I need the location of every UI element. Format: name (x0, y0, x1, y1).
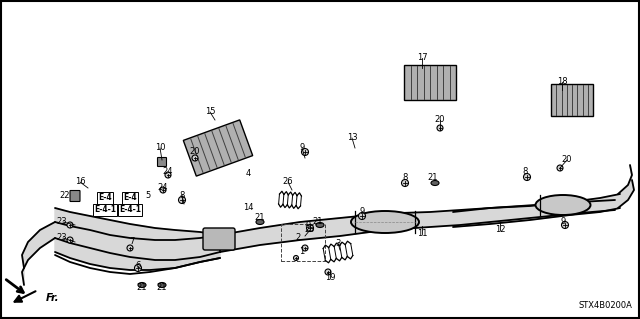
Text: 14: 14 (243, 204, 253, 212)
Text: 26: 26 (283, 177, 293, 187)
Circle shape (165, 172, 171, 178)
Text: 8: 8 (522, 167, 528, 176)
Circle shape (437, 125, 443, 131)
Polygon shape (551, 84, 593, 116)
Circle shape (67, 222, 73, 228)
Circle shape (67, 237, 73, 243)
Text: 19: 19 (324, 273, 335, 283)
Text: Fr.: Fr. (46, 293, 60, 303)
Text: 10: 10 (155, 144, 165, 152)
Ellipse shape (536, 195, 591, 215)
Ellipse shape (431, 181, 439, 186)
Text: 4: 4 (245, 168, 251, 177)
Text: 6: 6 (135, 261, 141, 270)
FancyBboxPatch shape (157, 158, 166, 167)
Ellipse shape (316, 222, 324, 227)
Text: 24: 24 (157, 183, 168, 192)
Circle shape (524, 174, 531, 181)
Text: 9: 9 (561, 218, 566, 226)
Text: 18: 18 (557, 78, 567, 86)
Circle shape (301, 149, 308, 155)
Polygon shape (618, 165, 634, 208)
Text: 9: 9 (300, 144, 305, 152)
Circle shape (192, 155, 198, 161)
Ellipse shape (351, 211, 419, 233)
Polygon shape (55, 208, 220, 270)
Text: E-4: E-4 (98, 194, 112, 203)
Text: 17: 17 (417, 54, 428, 63)
Circle shape (302, 245, 308, 251)
Text: 21: 21 (137, 284, 147, 293)
Circle shape (401, 180, 408, 187)
Ellipse shape (138, 283, 146, 287)
Text: 21: 21 (255, 213, 265, 222)
Text: 15: 15 (205, 108, 215, 116)
Ellipse shape (158, 283, 166, 287)
Text: STX4B0200A: STX4B0200A (578, 301, 632, 310)
Text: 20: 20 (435, 115, 445, 124)
Circle shape (160, 187, 166, 193)
Polygon shape (55, 222, 220, 260)
Text: E-4-1: E-4-1 (119, 205, 141, 214)
Text: 9: 9 (360, 207, 365, 217)
Text: 13: 13 (347, 133, 357, 143)
Text: 9: 9 (305, 220, 310, 229)
Circle shape (325, 269, 331, 275)
Circle shape (358, 212, 365, 219)
Text: 23: 23 (57, 234, 67, 242)
Circle shape (557, 165, 563, 171)
Text: 21: 21 (428, 174, 438, 182)
Text: 3: 3 (335, 239, 340, 248)
Text: 21: 21 (313, 218, 323, 226)
Text: 22: 22 (60, 190, 70, 199)
Text: 1: 1 (300, 248, 305, 256)
Text: E-4: E-4 (123, 194, 137, 203)
FancyBboxPatch shape (203, 228, 235, 250)
Text: E-4-1: E-4-1 (94, 205, 116, 214)
Circle shape (134, 264, 141, 271)
Text: 11: 11 (417, 229, 428, 239)
Circle shape (561, 221, 568, 228)
Polygon shape (220, 200, 615, 252)
Text: 2: 2 (296, 233, 301, 241)
Text: 5: 5 (145, 190, 150, 199)
Text: 23: 23 (57, 218, 67, 226)
FancyBboxPatch shape (70, 190, 80, 202)
Circle shape (127, 245, 133, 251)
Text: 16: 16 (75, 177, 85, 187)
Polygon shape (183, 120, 253, 176)
Polygon shape (404, 64, 456, 100)
Text: 8: 8 (403, 174, 408, 182)
Text: 12: 12 (495, 226, 505, 234)
Text: 7: 7 (129, 238, 134, 247)
Ellipse shape (256, 219, 264, 225)
Text: 21: 21 (157, 284, 167, 293)
Text: 20: 20 (562, 155, 572, 165)
Circle shape (294, 256, 298, 261)
Text: 20: 20 (189, 147, 200, 157)
Text: 25: 25 (305, 226, 316, 234)
Circle shape (179, 197, 186, 204)
Circle shape (307, 225, 314, 232)
Text: 24: 24 (163, 167, 173, 176)
Polygon shape (22, 222, 55, 285)
Polygon shape (453, 194, 620, 227)
Text: 8: 8 (179, 190, 185, 199)
